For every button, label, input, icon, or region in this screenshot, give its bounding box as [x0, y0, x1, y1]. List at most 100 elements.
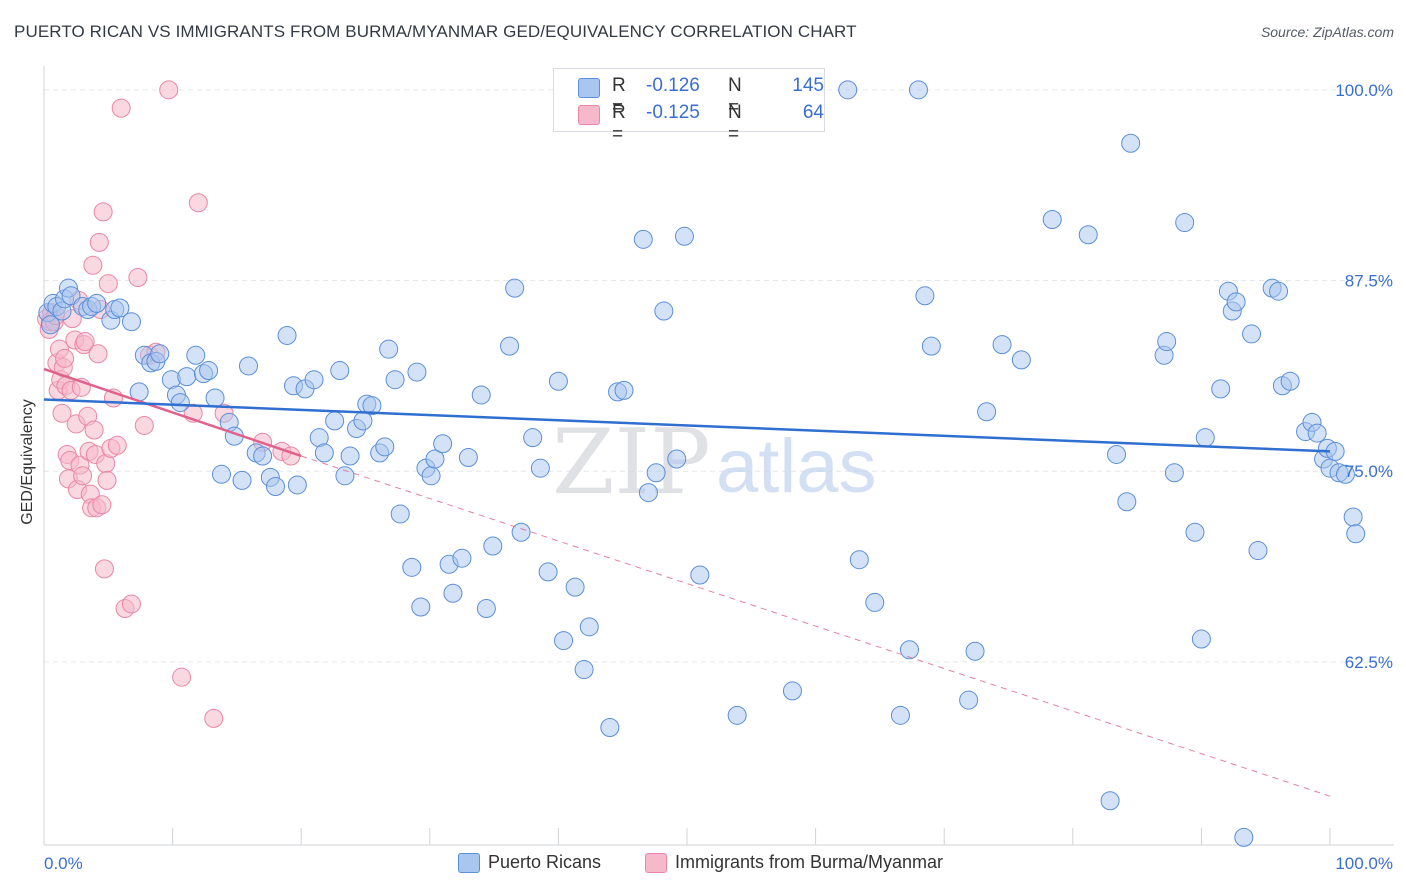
puerto-rican-point	[425, 449, 445, 469]
bottom-legend-swatch-pink	[645, 853, 667, 873]
legend-swatch-pink	[578, 105, 600, 125]
burma-point	[107, 435, 127, 455]
puerto-rican-point	[232, 470, 252, 490]
burma-point	[128, 267, 148, 287]
burma-point	[55, 348, 75, 368]
puerto-rican-point	[921, 336, 941, 356]
puerto-rican-point	[579, 617, 599, 637]
burma-trend-line	[43, 367, 302, 458]
burma-point	[75, 332, 95, 352]
puerto-rican-point	[304, 370, 324, 390]
y-tick-label: 87.5%	[1345, 272, 1393, 291]
puerto-rican-point	[421, 466, 441, 486]
puerto-rican-point	[915, 286, 935, 306]
puerto-rican-point	[1191, 629, 1211, 649]
puerto-rican-point	[265, 476, 285, 496]
puerto-rican-point	[899, 640, 919, 660]
puerto-rican-point	[1185, 522, 1205, 542]
burma-point	[88, 344, 108, 364]
puerto-rican-point	[1346, 524, 1366, 544]
bottom-legend-swatch-blue	[458, 853, 480, 873]
bottom-legend-label: Immigrants from Burma/Myanmar	[675, 852, 944, 872]
puerto-rican-point	[40, 315, 60, 335]
puerto-rican-point	[548, 371, 568, 391]
tick-labels: 62.5% 75.0% 87.5% 100.0% 0.0% 100.0%	[44, 81, 1393, 873]
puerto-rican-point	[407, 362, 427, 382]
puerto-rican-point	[1157, 332, 1177, 352]
x-tick-label-max: 100.0%	[1335, 854, 1393, 873]
puerto-rican-point	[1078, 225, 1098, 245]
puerto-rican-point	[727, 705, 747, 725]
burma-point	[84, 420, 104, 440]
puerto-rican-point	[330, 361, 350, 381]
puerto-rican-point	[1164, 463, 1184, 483]
burma-point	[159, 80, 179, 100]
legend-n-label: N =	[728, 75, 742, 118]
axes	[43, 66, 1394, 846]
burma-trend-extension	[301, 455, 1331, 797]
burma-point	[188, 193, 208, 213]
puerto-rican-point	[1175, 213, 1195, 233]
puerto-rican-point	[253, 446, 273, 466]
puerto-rican-point	[458, 448, 478, 467]
puerto-rican-point	[565, 577, 585, 597]
puerto-rican-point	[385, 370, 405, 390]
puerto-rican-point	[838, 80, 858, 100]
puerto-rican-point	[211, 464, 231, 484]
burma-point	[94, 559, 114, 579]
legend-n-value: 64	[802, 102, 824, 123]
legend-swatch-blue	[578, 78, 600, 98]
puerto-rican-point	[433, 434, 453, 454]
puerto-rican-point	[992, 335, 1012, 355]
burma-point	[111, 98, 131, 118]
puerto-rican-point	[87, 293, 107, 313]
puerto-rican-point	[977, 402, 997, 422]
legend-r-value: -0.125	[646, 102, 700, 123]
legend-r-label: R =	[612, 102, 626, 145]
correlation-legend: R = -0.126 N = 145 R = -0.125 N = 64	[553, 68, 825, 145]
puerto-rican-point	[238, 356, 258, 376]
watermark-atlas: atlas	[716, 424, 877, 509]
legend-r-label: R =	[612, 75, 626, 118]
puerto-rican-point	[1195, 428, 1215, 448]
bottom-legend-label: Puerto Ricans	[488, 852, 602, 872]
puerto-rican-point	[340, 446, 360, 466]
puerto-rican-point	[335, 466, 355, 486]
puerto-rican-point	[277, 325, 297, 345]
puerto-rican-point	[287, 475, 307, 495]
puerto-rican-point	[375, 437, 395, 457]
burma-point	[73, 466, 93, 486]
puerto-rican-point	[1117, 492, 1137, 512]
burma-point	[134, 415, 154, 435]
puerto-rican-point	[483, 536, 503, 556]
x-tick-label-min: 0.0%	[44, 854, 83, 873]
trend-lines	[43, 367, 1331, 797]
puerto-rican-point	[452, 548, 472, 568]
puerto-rican-point	[500, 336, 520, 356]
burma-point	[92, 495, 112, 515]
puerto-rican-point	[1269, 281, 1289, 301]
puerto-rican-point	[1211, 379, 1231, 399]
puerto-rican-point	[379, 339, 399, 359]
burma-point	[93, 202, 113, 222]
puerto-rican-point	[1307, 423, 1327, 443]
puerto-rican-point	[186, 345, 206, 365]
puerto-rican-point	[690, 565, 710, 585]
puerto-rican-point	[476, 599, 496, 619]
burma-point	[121, 594, 141, 614]
y-tick-label: 75.0%	[1345, 462, 1393, 481]
puerto-rican-point	[511, 522, 531, 542]
puerto-rican-point	[150, 344, 170, 364]
puerto-rican-point	[402, 557, 422, 577]
puerto-rican-point	[865, 592, 885, 612]
burma-point	[98, 274, 118, 294]
puerto-rican-point	[674, 226, 694, 246]
burma-point	[204, 708, 224, 728]
puerto-rican-point	[667, 449, 687, 469]
puerto-rican-point	[471, 385, 491, 405]
puerto-rican-series-points	[38, 80, 1366, 847]
y-tick-label: 100.0%	[1335, 81, 1393, 100]
legend-n-value: 145	[792, 75, 824, 96]
grid-lines	[44, 89, 1394, 663]
